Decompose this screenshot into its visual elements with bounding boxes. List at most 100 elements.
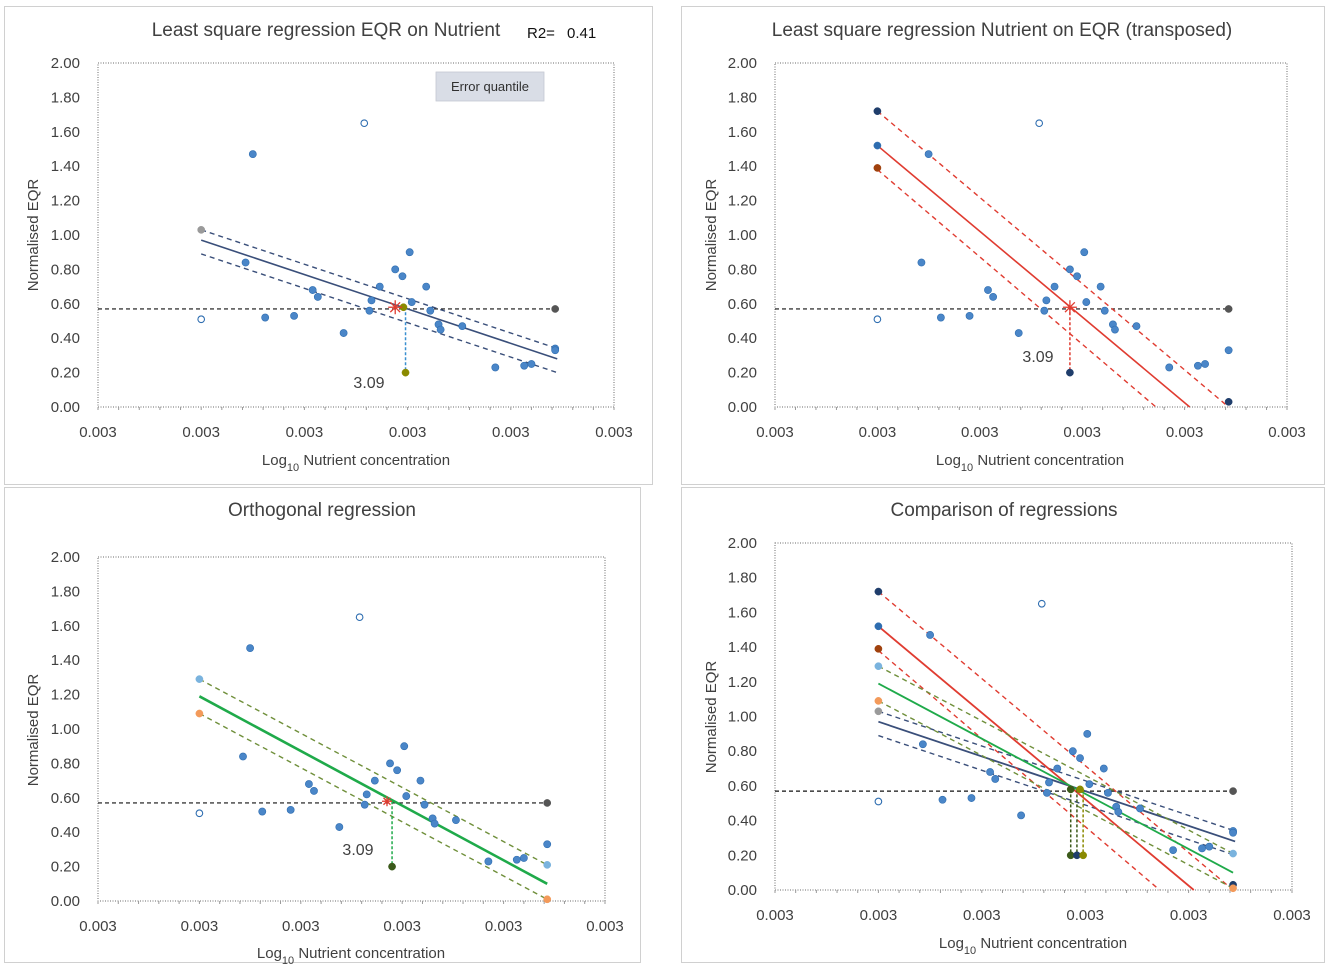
centroid-star-stroke bbox=[1064, 301, 1076, 313]
highlight-marker bbox=[1066, 785, 1075, 794]
data-point bbox=[398, 272, 407, 281]
y-tick-label: 0.80 bbox=[51, 261, 80, 278]
data-point bbox=[248, 150, 257, 159]
data-point bbox=[1114, 808, 1123, 816]
error-quantile-button-label: Error quantile bbox=[451, 79, 529, 94]
plot-area bbox=[774, 542, 1293, 891]
x-tick-label: 0.003 bbox=[1170, 907, 1208, 924]
highlight-marker bbox=[1224, 397, 1233, 406]
x-tick-label: 0.003 bbox=[1268, 424, 1306, 441]
data-point bbox=[967, 794, 976, 802]
x-tick-label: 0.003 bbox=[756, 907, 794, 924]
data-point bbox=[1083, 729, 1092, 738]
data-point bbox=[1205, 842, 1214, 851]
x-tick-label: 0.003 bbox=[586, 918, 624, 935]
y-tick-label: 1.20 bbox=[51, 687, 80, 704]
data-point bbox=[339, 329, 348, 337]
regression-line bbox=[876, 144, 1191, 408]
data-point bbox=[458, 322, 467, 331]
highlight-marker bbox=[1229, 884, 1237, 893]
data-point bbox=[367, 296, 376, 305]
highlight-marker bbox=[195, 675, 204, 683]
highlight-marker bbox=[1079, 851, 1087, 860]
data-point bbox=[1096, 282, 1105, 291]
data-point bbox=[512, 855, 521, 864]
y-tick-label: 2.00 bbox=[728, 535, 757, 552]
data-point bbox=[360, 800, 369, 809]
x-tick-label: 0.003 bbox=[282, 918, 320, 935]
data-point bbox=[436, 325, 445, 334]
data-point bbox=[1132, 322, 1141, 331]
regression-line bbox=[198, 695, 548, 885]
data-point bbox=[430, 819, 439, 828]
y-tick-label: 0.40 bbox=[728, 330, 757, 347]
y-tick-label: 1.00 bbox=[728, 709, 757, 726]
error-band-lower bbox=[876, 169, 1157, 408]
error-quantile-button[interactable]: Error quantile bbox=[435, 71, 545, 102]
data-point bbox=[362, 790, 371, 799]
data-point bbox=[1040, 306, 1049, 315]
y-tick-label: 1.20 bbox=[728, 193, 757, 210]
data-point bbox=[286, 805, 295, 814]
y-tick-label: 0.80 bbox=[728, 261, 757, 278]
r2-value: 0.41 bbox=[567, 25, 596, 42]
highlight-marker bbox=[873, 141, 882, 150]
data-point bbox=[335, 823, 344, 831]
y-tick-label: 0.20 bbox=[51, 365, 80, 382]
data-point bbox=[1100, 306, 1109, 315]
data-point bbox=[1080, 248, 1089, 257]
panel-border bbox=[681, 6, 1325, 485]
outlier-point bbox=[195, 809, 204, 818]
x-axis-title: Log10 Nutrient concentration bbox=[939, 935, 1127, 957]
x-tick-label: 0.003 bbox=[963, 907, 1001, 924]
y-axis-title: Normalised EQR bbox=[25, 179, 42, 292]
chart-panel-2: Least square regression Nutrient on EQR … bbox=[681, 6, 1325, 485]
x-tick-label: 0.003 bbox=[961, 424, 999, 441]
y-tick-label: 1.40 bbox=[728, 639, 757, 656]
highlight-marker bbox=[1229, 787, 1237, 795]
data-point bbox=[1043, 788, 1051, 797]
outlier-point bbox=[1035, 119, 1044, 128]
y-tick-label: 1.80 bbox=[728, 89, 757, 106]
data-point bbox=[239, 752, 247, 761]
y-tick-label: 1.60 bbox=[51, 124, 80, 141]
x-tick-label: 0.003 bbox=[756, 424, 794, 441]
data-point bbox=[551, 346, 560, 355]
x-tick-label: 0.003 bbox=[485, 918, 523, 935]
y-tick-label: 1.80 bbox=[728, 570, 757, 587]
x-axis-title: Log10 Nutrient concentration bbox=[262, 452, 450, 474]
centroid-star-marker bbox=[381, 796, 392, 807]
plot-area bbox=[774, 62, 1288, 408]
y-tick-label: 1.80 bbox=[51, 583, 80, 600]
y-tick-label: 1.60 bbox=[728, 604, 757, 621]
data-point bbox=[452, 816, 460, 825]
highlight-marker bbox=[874, 662, 883, 671]
data-point bbox=[1136, 804, 1144, 813]
data-point bbox=[1201, 360, 1209, 368]
y-tick-label: 1.00 bbox=[51, 721, 80, 738]
panel-border bbox=[4, 6, 653, 485]
chart-title: Orthogonal regression bbox=[228, 500, 416, 521]
threshold-value-label: 3.09 bbox=[353, 375, 384, 392]
error-quantile-button-bg bbox=[435, 71, 545, 102]
regression-line bbox=[200, 239, 558, 360]
highlight-marker bbox=[874, 644, 883, 653]
data-point bbox=[917, 258, 926, 267]
y-tick-label: 1.60 bbox=[728, 124, 757, 141]
y-tick-label: 1.20 bbox=[51, 193, 80, 210]
data-point bbox=[310, 787, 318, 795]
data-point bbox=[391, 265, 400, 274]
highlight-marker bbox=[543, 799, 552, 807]
x-tick-label: 0.003 bbox=[79, 918, 117, 935]
highlight-marker bbox=[543, 861, 552, 869]
panel-border bbox=[681, 487, 1325, 963]
x-tick-label: 0.003 bbox=[389, 424, 427, 441]
data-point bbox=[926, 631, 934, 639]
highlight-marker bbox=[873, 107, 882, 116]
y-tick-label: 0.20 bbox=[51, 859, 80, 876]
x-tick-label: 0.003 bbox=[1166, 424, 1204, 441]
data-point bbox=[370, 776, 379, 785]
data-point bbox=[365, 306, 374, 315]
x-tick-label: 0.003 bbox=[859, 424, 897, 441]
error-band-line bbox=[878, 700, 1234, 889]
